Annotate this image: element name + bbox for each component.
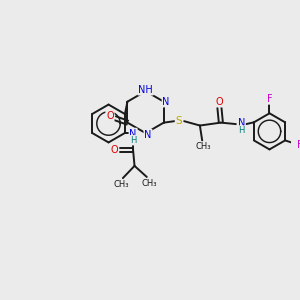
Text: CH₃: CH₃ — [195, 142, 211, 151]
Text: N: N — [162, 97, 170, 107]
Text: O: O — [106, 111, 114, 121]
Text: CH₃: CH₃ — [114, 180, 129, 189]
Text: CH₃: CH₃ — [142, 179, 158, 188]
Text: H: H — [238, 126, 244, 135]
Text: O: O — [216, 97, 223, 107]
Text: F: F — [297, 140, 300, 150]
Text: NH: NH — [138, 85, 153, 95]
Text: S: S — [176, 116, 182, 126]
Text: N: N — [129, 128, 137, 139]
Text: F: F — [267, 94, 272, 104]
Text: N: N — [238, 118, 245, 128]
Text: N: N — [144, 130, 152, 140]
Text: H: H — [130, 136, 136, 145]
Text: O: O — [110, 145, 118, 155]
